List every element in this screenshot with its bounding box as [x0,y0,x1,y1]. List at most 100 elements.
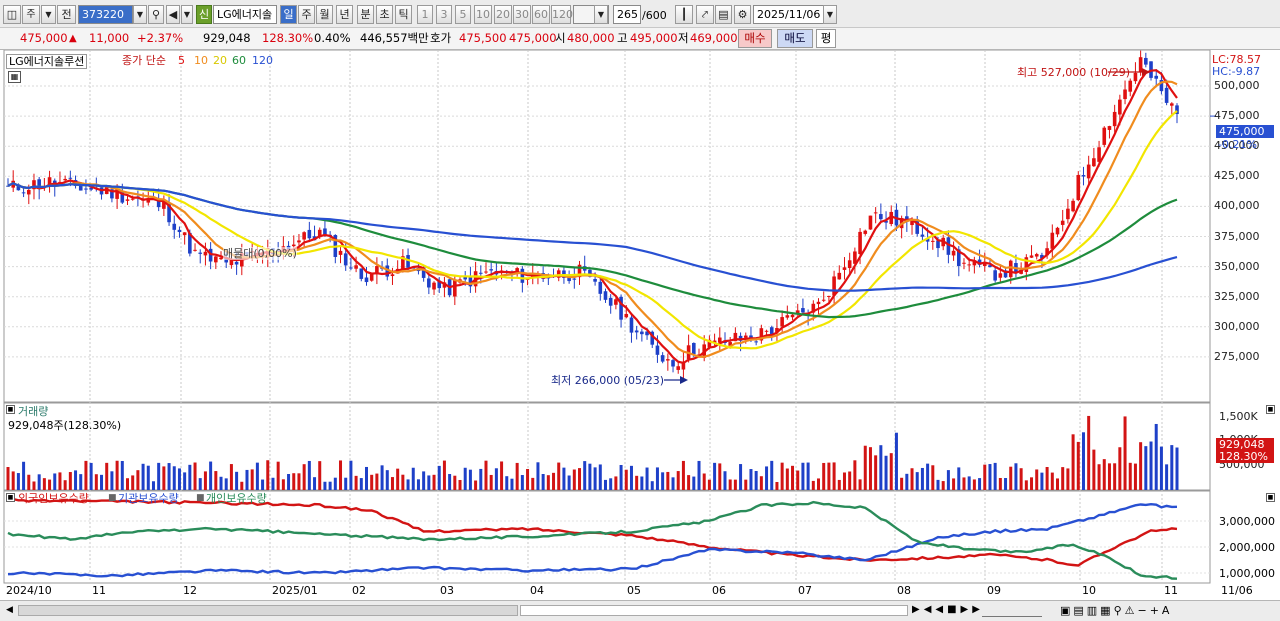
period-year-button[interactable]: 년 [336,5,353,24]
volume-bar [396,468,400,490]
interval-120[interactable]: 120 [551,5,573,24]
volume-bar [775,481,779,490]
volume-value-line: 929,048주(128.30%) [8,419,122,432]
candle-type-icon[interactable]: ┃ [675,5,693,24]
scroll-track[interactable] [520,605,908,616]
volume-bar [271,477,275,490]
interval-5[interactable]: 5 [455,5,471,24]
interval-60[interactable]: 60 [532,5,550,24]
interval-3[interactable]: 3 [436,5,452,24]
candle-body [925,238,930,242]
gear-icon[interactable]: ⚙ [734,5,751,24]
prev-button[interactable]: 전 [57,5,76,24]
sell-button[interactable]: 매도 [777,29,813,48]
view-tools[interactable]: ▣▤▥▦⚲⚠−+A [1060,604,1173,617]
volume-bar [635,475,639,490]
chart-canvas[interactable] [0,50,1280,600]
period-tick-button[interactable]: 틱 [395,5,412,24]
x-label: 12 [183,584,197,597]
x-label: 09 [987,584,1001,597]
code-dropdown-icon[interactable]: ▼ [133,5,147,24]
zoom-slider[interactable] [982,604,1042,617]
scroll-left-icon[interactable]: ◀ [6,605,13,615]
chevron-down-icon[interactable]: ▼ [41,5,56,24]
interval-20[interactable]: 20 [494,5,512,24]
volume-bar [915,472,919,490]
period-day-button[interactable]: 일 [280,5,297,24]
interval-10[interactable]: 10 [474,5,492,24]
legend-sep-1: ■ [108,493,117,503]
volume-bar [806,462,810,490]
volume-bar [1144,446,1148,490]
hc-value: HC:-9.87 [1212,65,1261,78]
volume-bar [624,469,628,490]
legend-ma120[interactable]: 120 [252,54,273,67]
interval-1[interactable]: 1 [417,5,433,24]
volume-bar [292,473,296,490]
candle-body [858,231,862,255]
interval-dropdown-icon[interactable]: ▼ [594,5,608,24]
period-second-button[interactable]: 초 [376,5,393,24]
volume-bar [739,464,743,490]
volume-bar [198,478,202,490]
candle-body [323,228,327,235]
volume-bar [728,479,732,490]
search-icon[interactable]: ⚲ [148,5,164,24]
candle-body [47,177,52,187]
save-icon[interactable]: ▤ [715,5,732,24]
volume-panel-toggle[interactable]: ■ [6,405,15,414]
x-label: 11/06 [1221,584,1253,597]
volume-bar [941,481,945,490]
legend-ma60[interactable]: 60 [232,54,246,67]
layout-icon[interactable]: ◫ [3,5,21,24]
candle-body [1133,72,1138,82]
volume-bar [27,474,31,490]
interval-30[interactable]: 30 [513,5,531,24]
stock-code-input[interactable]: 373220 [78,5,133,24]
candle-body [988,265,992,268]
volume-bar [848,471,852,490]
legend-ma-type[interactable]: 종가 단순 [122,54,166,67]
playback-controls[interactable]: ▶◀◀■▶▶ [912,604,984,615]
candle-body [603,291,608,300]
legend-ma20[interactable]: 20 [213,54,227,67]
buy-button[interactable]: 매수 [738,29,772,48]
eval-button[interactable]: 평 [816,29,836,48]
volume-bar [1123,416,1127,490]
period-dropdown[interactable]: 주 [22,5,40,24]
sound-icon[interactable]: ◀ [166,5,180,24]
scroll-thumb[interactable] [18,605,518,616]
sound-dropdown-icon[interactable]: ▼ [181,5,193,24]
volume-bar [650,481,654,490]
volume-close-icon[interactable]: ■ [1266,405,1275,414]
volume-bar [1175,447,1179,490]
volume-bar [593,467,597,490]
stock-name-field[interactable]: LG에너지솔 [213,5,277,24]
candle-body [931,240,935,242]
volume-bar [567,475,571,490]
legend-ma5[interactable]: 5 [178,54,185,67]
legend-ma10[interactable]: 10 [194,54,208,67]
period-month-button[interactable]: 월 [316,5,333,24]
volume-bar [1133,463,1137,490]
volume-last-pct: 128.30% [1216,450,1274,463]
holding-panel-toggle[interactable]: ■ [6,493,15,502]
legend-stock-name[interactable]: LG에너지솔루션 [6,54,88,69]
candle-body [624,313,629,318]
period-week-button[interactable]: 주 [298,5,315,24]
price-tick-9: 275,000 [1214,349,1260,363]
calendar-dropdown-icon[interactable]: ▼ [823,5,837,24]
table-icon[interactable]: ▦ [8,71,21,83]
holding-close-icon[interactable]: ■ [1266,493,1275,502]
volume-bar [655,467,659,490]
candle-body [619,296,623,320]
count-input[interactable]: 265 [613,5,641,24]
candle-body [130,198,135,200]
volume-bar [297,473,301,490]
date-input[interactable]: 2025/11/06 [753,5,824,24]
period-minute-button[interactable]: 분 [357,5,374,24]
volume-bar [1097,464,1101,490]
candle-body [640,331,644,335]
candle-body [1118,99,1122,115]
draw-tool-icon[interactable]: ⤤ [696,5,714,24]
